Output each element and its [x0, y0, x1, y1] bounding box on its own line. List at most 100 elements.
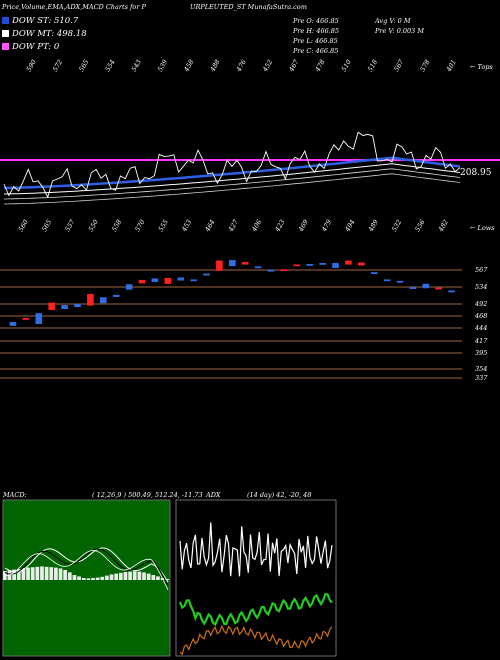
macd-panel — [2, 499, 171, 657]
plus-di-line — [178, 593, 333, 627]
macd-histogram-bar — [156, 576, 160, 580]
candle — [216, 260, 223, 271]
macd-histogram-bar — [30, 567, 35, 580]
bottom-tick-label: 560 — [17, 218, 30, 233]
macd-histogram-bar — [67, 572, 72, 580]
legend-swatch-blue — [2, 17, 9, 24]
top-tick-label: 572 — [51, 58, 64, 73]
macd-histogram-bar — [132, 571, 137, 580]
macd-signal-line — [4, 548, 169, 586]
top-tick-label: 590 — [25, 58, 38, 73]
legend-dow-mt: DOW MT: 498.18 — [2, 29, 87, 40]
macd-histogram-bar — [81, 578, 86, 580]
avg-volume: Avg V: 0 M — [375, 17, 411, 25]
macd-label: MACD: — [3, 491, 27, 499]
top-tick-label: 554 — [104, 58, 117, 73]
pre-low: Pre L: 466.85 — [293, 37, 338, 45]
candle — [229, 260, 236, 267]
top-tick-label: 510 — [340, 58, 353, 73]
candle — [319, 263, 326, 265]
price-line — [3, 131, 461, 199]
top-tick-label: 476 — [234, 58, 248, 74]
top-tick-label: 452 — [261, 58, 275, 74]
macd-line — [4, 547, 169, 583]
top-tick-label: 518 — [366, 58, 379, 73]
price-tick-label: 337 — [475, 374, 488, 382]
top-tick-label: 565 — [77, 58, 90, 73]
top-tick-label: 458 — [182, 58, 196, 74]
macd-histogram-bar — [100, 576, 105, 580]
price-tick-label: 354 — [475, 365, 487, 373]
legend-swatch-pink — [2, 43, 9, 50]
last-price-label: 208.95 — [460, 168, 492, 178]
legend-swatch-white — [2, 30, 9, 37]
macd-histogram-bar — [40, 566, 44, 580]
price-tick-label: 417 — [474, 337, 488, 345]
chart-title: Price,Volume,EMA,ADX,MACD Charts for P — [2, 3, 146, 11]
candle — [190, 279, 197, 282]
candle — [22, 318, 30, 320]
macd-histogram-bar — [44, 566, 49, 580]
candle — [396, 280, 404, 283]
macd-histogram-bar — [151, 575, 156, 580]
top-tick-label: 578 — [419, 58, 432, 73]
macd-histogram-bar — [16, 569, 21, 580]
pre-volume: Pre V: 0.003 M — [375, 27, 425, 35]
bottom-tick-label: 532 — [390, 218, 403, 233]
candle — [177, 277, 184, 281]
bottom-tick-label: 453 — [180, 218, 194, 234]
chart-header: Price,Volume,EMA,ADX,MACD Charts for P U… — [0, 0, 500, 60]
macd-histogram-bar — [54, 567, 58, 580]
price-tick-label: 492 — [474, 300, 487, 308]
adx-panel — [175, 499, 337, 657]
adx-frame — [175, 499, 337, 657]
candle — [332, 263, 339, 268]
bottom-tick-label: 556 — [413, 218, 426, 233]
macd-histogram-bar — [26, 567, 30, 580]
candle — [61, 305, 68, 309]
bottom-tick-label: 464 — [203, 218, 217, 234]
macd-histogram-bar — [86, 578, 91, 580]
adx-line — [179, 522, 333, 577]
bottom-tick-label: 570 — [133, 218, 146, 233]
macd-histogram-bar — [35, 566, 40, 580]
candle — [138, 279, 146, 284]
macd-histogram-bar — [49, 567, 54, 580]
adx-label: ADX — [206, 491, 221, 499]
candle — [203, 273, 210, 276]
macd-histogram-bar — [105, 575, 109, 580]
top-tick-label: 467 — [287, 58, 301, 74]
candle — [293, 264, 301, 267]
candle — [280, 269, 288, 272]
pre-close: Pre C: 466.85 — [293, 47, 339, 55]
legend-dow-pt: DOW PT: 0 — [2, 42, 59, 53]
macd-histogram-bar — [146, 573, 151, 580]
candle — [254, 266, 262, 269]
candle — [112, 294, 120, 297]
macd-histogram-bar — [72, 575, 77, 580]
bottom-tick-label: 427 — [226, 218, 240, 234]
candle — [267, 269, 275, 272]
candle — [48, 302, 56, 310]
price-tick-label: 395 — [475, 349, 487, 357]
bottom-tick-label: 550 — [87, 218, 100, 233]
macd-histogram-bar — [123, 572, 128, 580]
ema-line-3 — [3, 168, 461, 200]
macd-histogram-bar — [63, 570, 68, 580]
bottom-tick-label: 555 — [157, 218, 170, 233]
tops-label: ← Tops — [470, 63, 493, 71]
macd-aux-line — [4, 550, 169, 590]
candle — [448, 290, 455, 293]
macd-histogram-bar — [109, 574, 114, 580]
bottom-tick-label: 558 — [110, 218, 123, 233]
candle — [100, 297, 107, 304]
price-tick-label: 444 — [474, 324, 487, 332]
macd-histogram-bar — [95, 577, 100, 580]
lows-label: ← Lows — [470, 224, 495, 232]
bottom-tick-label: 423 — [273, 218, 287, 234]
bottom-tick-label: 557 — [63, 218, 77, 233]
bottom-tick-label: 482 — [436, 218, 450, 234]
macd-histogram-bar — [12, 569, 16, 580]
candle — [35, 313, 43, 324]
top-tick-label: 567 — [392, 58, 406, 73]
